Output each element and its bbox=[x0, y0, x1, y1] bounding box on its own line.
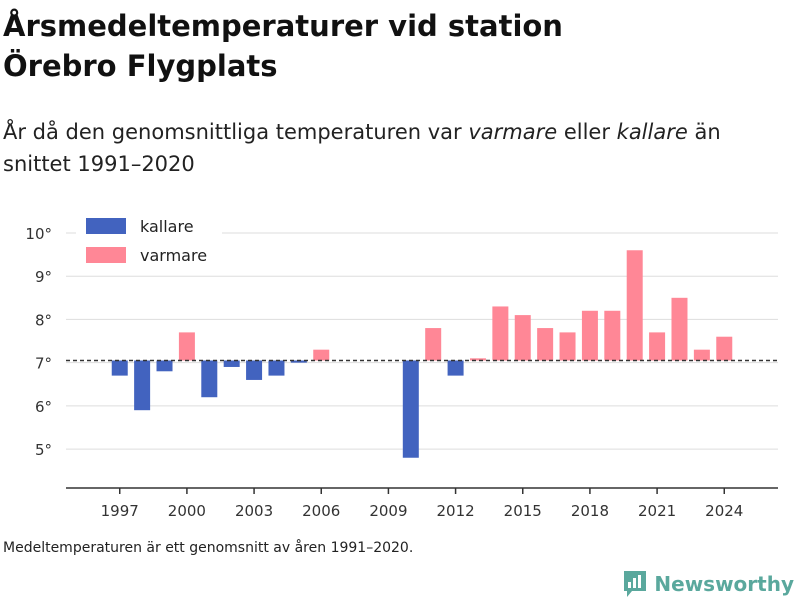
x-tick-label: 2018 bbox=[571, 502, 609, 520]
subtitle-warmer: varmare bbox=[468, 120, 558, 144]
brand-logo: Newsworthy bbox=[622, 568, 794, 600]
bar-warmer bbox=[604, 310, 621, 361]
x-tick-label: 2021 bbox=[638, 502, 676, 520]
y-tick-label: 5° bbox=[35, 441, 52, 459]
bar-colder bbox=[156, 360, 173, 372]
bar-warmer bbox=[626, 250, 643, 361]
legend-label-colder: kallare bbox=[140, 217, 194, 236]
bar-warmer bbox=[469, 358, 486, 361]
bar-warmer bbox=[716, 336, 733, 361]
bar-warmer bbox=[559, 332, 576, 361]
title-line-1: Årsmedeltemperaturer vid station bbox=[3, 9, 563, 43]
x-tick-label: 1997 bbox=[101, 502, 139, 520]
bar-warmer bbox=[313, 349, 330, 361]
x-tick-label: 2000 bbox=[168, 502, 206, 520]
legend-label-warmer: varmare bbox=[140, 246, 207, 265]
bar-colder bbox=[268, 360, 285, 376]
bar-colder bbox=[201, 360, 218, 398]
bar-warmer bbox=[693, 349, 710, 361]
bar-colder bbox=[246, 360, 263, 380]
x-tick-label: 2012 bbox=[436, 502, 474, 520]
bar-colder bbox=[402, 360, 419, 458]
bar-colder bbox=[290, 360, 307, 363]
y-tick-label: 7° bbox=[35, 355, 52, 373]
bar-colder bbox=[447, 360, 464, 376]
newsworthy-logo-icon bbox=[624, 571, 647, 597]
bar-colder bbox=[223, 360, 240, 367]
y-tick-label: 6° bbox=[35, 398, 52, 416]
x-tick-label: 2006 bbox=[302, 502, 340, 520]
subtitle-colder: kallare bbox=[616, 120, 688, 144]
footnote: Medeltemperaturen är ett genomsnitt av å… bbox=[3, 540, 414, 556]
y-tick-label: 9° bbox=[35, 268, 52, 286]
bar-warmer bbox=[178, 332, 195, 361]
chart-title: Årsmedeltemperaturer vid station Örebro … bbox=[3, 6, 793, 86]
bar-warmer bbox=[537, 328, 554, 361]
legend-swatch-warmer bbox=[86, 247, 126, 263]
bar-warmer bbox=[425, 328, 442, 361]
subtitle-part-3: än snittet 1991–2020 bbox=[3, 120, 721, 176]
x-tick-label: 2009 bbox=[369, 502, 407, 520]
x-tick-label: 2015 bbox=[504, 502, 542, 520]
y-tick-label: 10° bbox=[25, 225, 52, 243]
x-tick-label: 2024 bbox=[705, 502, 743, 520]
bar-warmer bbox=[514, 315, 531, 361]
chart-subtitle: År då den genomsnittliga temperaturen va… bbox=[3, 116, 793, 180]
bar-warmer bbox=[581, 310, 598, 361]
subtitle-part-2: eller bbox=[557, 120, 617, 144]
brand-name: Newsworthy bbox=[654, 572, 794, 596]
x-tick-label: 2003 bbox=[235, 502, 273, 520]
legend-swatch-colder bbox=[86, 218, 126, 234]
bar-warmer bbox=[649, 332, 666, 361]
bar-chart: 5° 6° 7° 8° 9° 10° 1997 2000 2003 2006 2009 2012 201… bbox=[25, 212, 778, 520]
subtitle-part-1: År då den genomsnittliga temperaturen va… bbox=[3, 120, 469, 144]
bar-warmer bbox=[671, 297, 688, 361]
y-tick-label: 8° bbox=[35, 311, 52, 329]
title-line-2: Örebro Flygplats bbox=[3, 49, 278, 83]
bar-warmer bbox=[492, 306, 509, 361]
bar-colder bbox=[111, 360, 128, 376]
bar-colder bbox=[134, 360, 151, 411]
